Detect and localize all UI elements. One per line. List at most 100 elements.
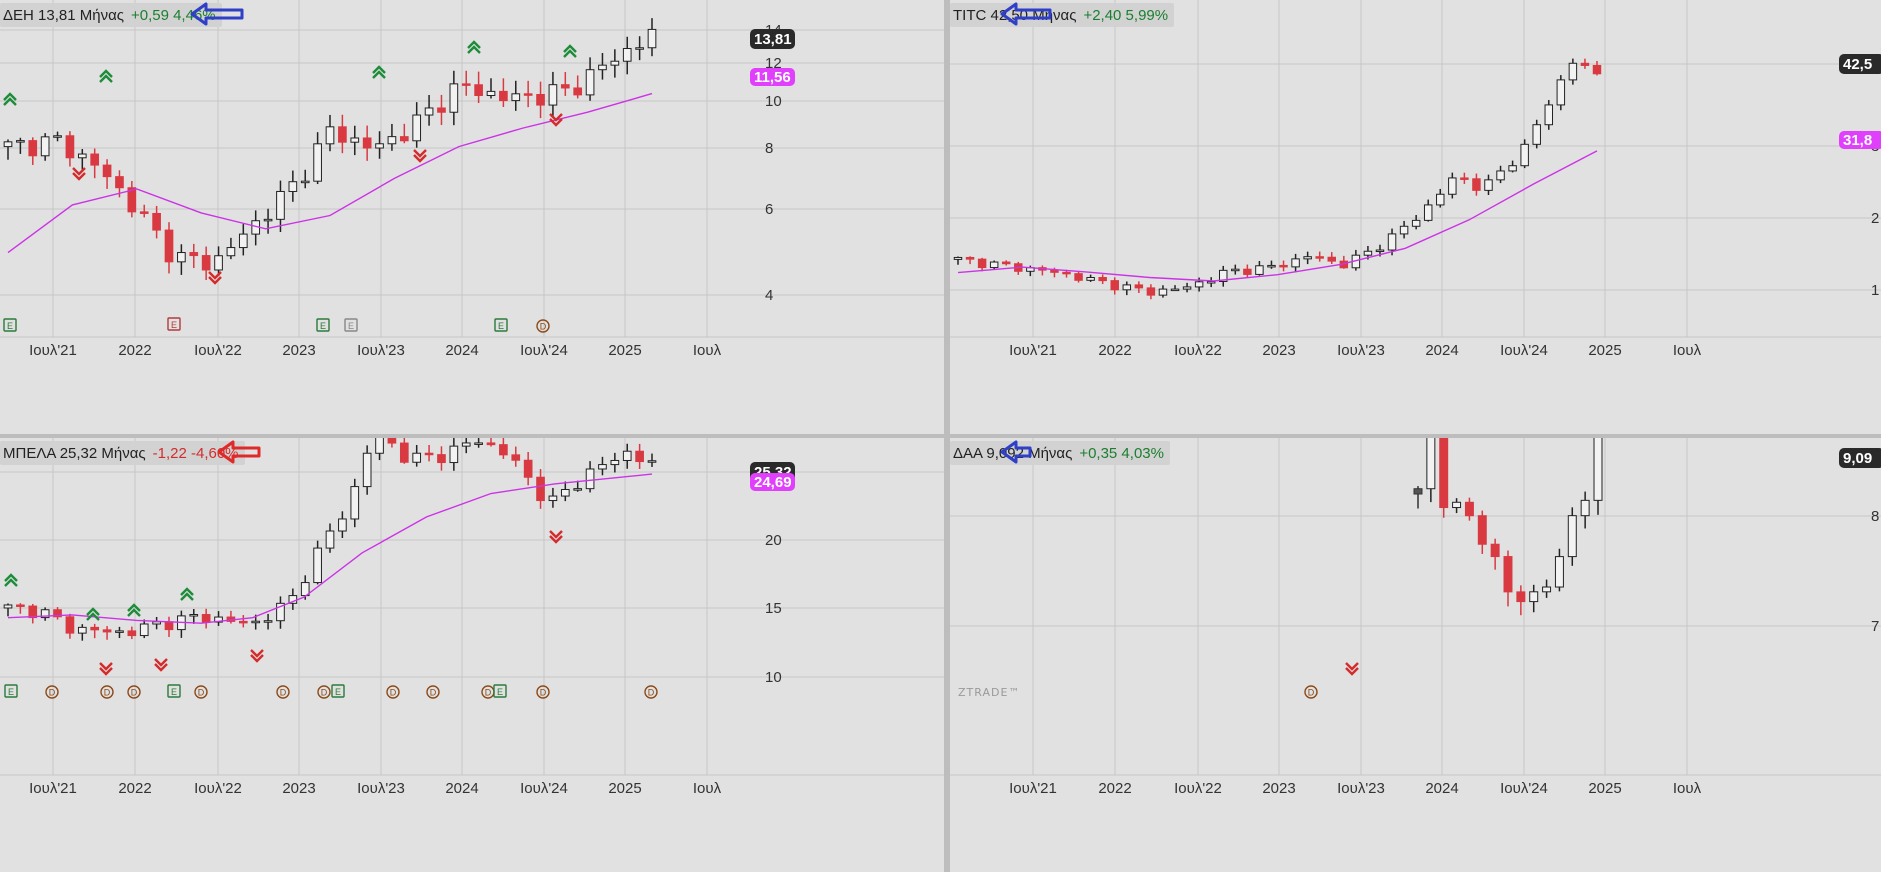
candle-body (1542, 586, 1552, 593)
candle-body (511, 454, 521, 461)
candle-body (1074, 273, 1083, 281)
chart-canvas[interactable]: 987Ιουλ'212022Ιουλ'222023Ιουλ'232024Ιουλ… (950, 438, 1881, 872)
candle-body (1194, 281, 1204, 288)
chart-canvas[interactable]: 141210864Ιουλ'212022Ιουλ'222023Ιουλ'2320… (0, 0, 944, 434)
instrument-header[interactable]: TITC 42,50 Μήνας +2,40 5,99% (950, 3, 1175, 27)
dividend-event-icon[interactable] (194, 685, 208, 699)
candle-body (325, 126, 335, 145)
chart-canvas[interactable]: 4321Ιουλ'212022Ιουλ'222023Ιουλ'232024Ιου… (950, 0, 1881, 434)
dividend-event-icon[interactable] (317, 685, 331, 699)
chart-panel-daa[interactable]: 987Ιουλ'212022Ιουλ'222023Ιουλ'232024Ιουλ… (950, 438, 1881, 872)
moving-average-line (7, 473, 653, 624)
candle-body (164, 621, 174, 631)
x-tick-label: Ιουλ'23 (357, 342, 405, 359)
candle-body (1086, 277, 1095, 281)
candle-body (201, 614, 211, 623)
x-tick-label: Ιουλ (693, 342, 722, 359)
candle-body (16, 604, 25, 607)
chart-canvas[interactable]: 3025201510Ιουλ'212022Ιουλ'222023Ιουλ'232… (0, 438, 944, 872)
dividend-event-icon[interactable] (127, 685, 141, 699)
earnings-event-icon[interactable] (4, 684, 18, 698)
x-tick-label: 2025 (608, 342, 641, 359)
candle-body (585, 69, 595, 96)
dividend-event-icon: D (280, 688, 287, 698)
candle-body (424, 107, 434, 116)
dividend-event-icon[interactable] (100, 685, 114, 699)
dividend-event-icon[interactable] (276, 685, 290, 699)
candle-body (1327, 256, 1336, 262)
candle-body (585, 468, 595, 490)
grid (0, 438, 944, 775)
earnings-event-icon[interactable] (167, 317, 181, 331)
dividend-event-icon[interactable] (45, 685, 59, 699)
candle-body (127, 630, 137, 637)
candle-body (139, 623, 149, 637)
candle-body (1520, 143, 1529, 167)
dividend-event-icon: D (49, 688, 56, 698)
instrument-header[interactable]: ΔΕΗ 13,81 Μήνας +0,59 4,46% (0, 3, 222, 27)
x-tick-label: Ιουλ'23 (357, 780, 405, 797)
candle-body (238, 620, 248, 624)
y-tick-label: 12 (765, 55, 782, 72)
x-tick-label: Ιουλ'21 (1009, 780, 1057, 797)
candle-body (214, 616, 223, 623)
dividend-event-icon[interactable] (536, 319, 550, 333)
earnings-event-icon[interactable] (3, 318, 17, 332)
y-tick-label: 20 (765, 532, 782, 549)
dividend-event-icon[interactable] (1304, 685, 1318, 699)
candle-body (362, 452, 372, 488)
candle-body (523, 93, 533, 96)
earnings-event-icon[interactable] (316, 318, 330, 332)
candle-body (989, 261, 999, 269)
dividend-event-icon[interactable] (644, 685, 658, 699)
candle-body (1472, 178, 1481, 191)
dividend-event-icon: D (131, 688, 138, 698)
x-tick-label: 2023 (282, 780, 315, 797)
candle-body (1436, 193, 1445, 206)
candle-body (399, 136, 409, 142)
earnings-event-icon[interactable] (331, 684, 345, 698)
candle-body (1062, 271, 1071, 275)
candle-body (164, 229, 174, 263)
dividend-event-icon[interactable] (536, 685, 550, 699)
earnings-event-icon[interactable] (494, 318, 508, 332)
y-tick-label: 8 (1871, 508, 1879, 525)
candle-body (152, 212, 161, 231)
buy-signal-icon (372, 65, 386, 79)
candle-body (189, 614, 199, 617)
chart-panel-mpela[interactable]: 3025201510Ιουλ'212022Ιουλ'222023Ιουλ'232… (0, 438, 944, 872)
candles (953, 58, 1602, 300)
earnings-event-icon[interactable] (344, 318, 358, 332)
candle-body (115, 630, 124, 633)
candle-body (1363, 250, 1373, 256)
candle-body (965, 256, 975, 260)
candle-body (536, 476, 545, 502)
ma-value-tag: 11,56 (750, 68, 795, 86)
ma-value-tag: 31,8 (1839, 131, 1881, 149)
candle-body (189, 252, 199, 257)
x-tick-label: Ιουλ'22 (1174, 780, 1222, 797)
instrument-header[interactable]: ΜΠΕΛΑ 25,32 Μήνας -1,22 -4,60% (0, 441, 245, 465)
candle-body (375, 438, 384, 454)
chart-panel-titc[interactable]: 4321Ιουλ'212022Ιουλ'222023Ιουλ'232024Ιου… (950, 0, 1881, 434)
candle-body (313, 143, 322, 182)
candle-body (1411, 219, 1421, 227)
pointer-arrow-icon (217, 440, 261, 464)
candle-body (375, 143, 384, 149)
candle-body (1477, 515, 1487, 545)
candle-body (1001, 261, 1011, 265)
chart-panel-deh[interactable]: 141210864Ιουλ'212022Ιουλ'222023Ιουλ'2320… (0, 0, 944, 434)
dividend-event-icon[interactable] (386, 685, 400, 699)
instrument-header[interactable]: ΔΑΑ 9,092 Μήνας +0,35 4,03% (950, 441, 1170, 465)
dividend-event-icon[interactable] (426, 685, 440, 699)
candle-body (1448, 177, 1457, 195)
earnings-event-icon[interactable] (493, 684, 507, 698)
candle-body (1413, 488, 1423, 495)
buy-signal-icon (4, 573, 18, 587)
earnings-event-icon[interactable] (167, 684, 181, 698)
y-tick-label: 8 (765, 140, 773, 157)
earnings-event-icon: E (171, 687, 177, 697)
moving-average-line (957, 150, 1598, 282)
candle-body (288, 181, 298, 192)
candle-body (1464, 501, 1474, 517)
